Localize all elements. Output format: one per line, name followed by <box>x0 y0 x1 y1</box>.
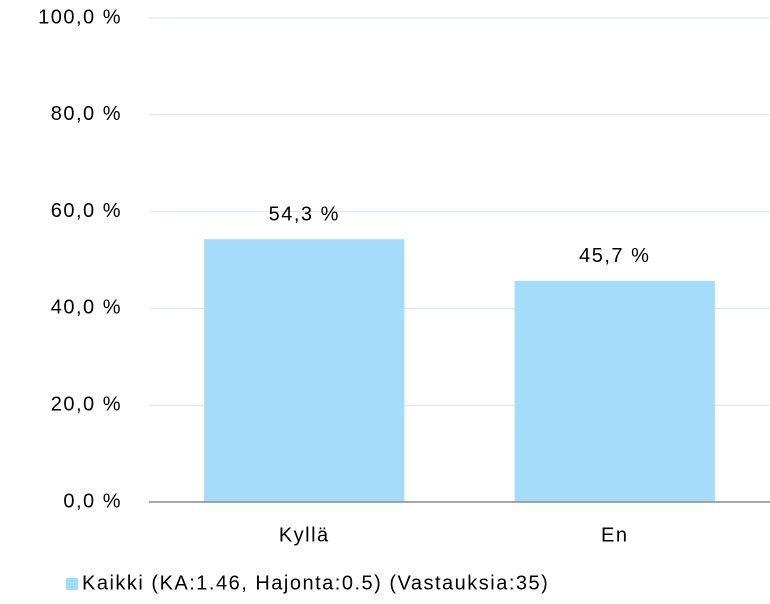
x-tick-label: Kyllä <box>279 524 330 546</box>
y-tick-label: 80,0 % <box>51 103 122 125</box>
value-label: 45,7 % <box>579 245 650 267</box>
value-label: 54,3 % <box>269 203 340 225</box>
bar <box>514 280 715 502</box>
y-tick-label: 20,0 % <box>51 393 122 415</box>
bar <box>204 239 405 503</box>
x-tick-label: En <box>601 524 628 546</box>
y-tick-label: 60,0 % <box>51 200 122 222</box>
legend-swatch <box>66 578 78 590</box>
y-tick-label: 0,0 % <box>63 490 122 512</box>
legend-label: Kaikki (KA:1.46, Hajonta:0.5) (Vastauksi… <box>82 572 549 594</box>
y-tick-label: 100,0 % <box>38 6 122 28</box>
y-tick-label: 40,0 % <box>51 297 122 319</box>
